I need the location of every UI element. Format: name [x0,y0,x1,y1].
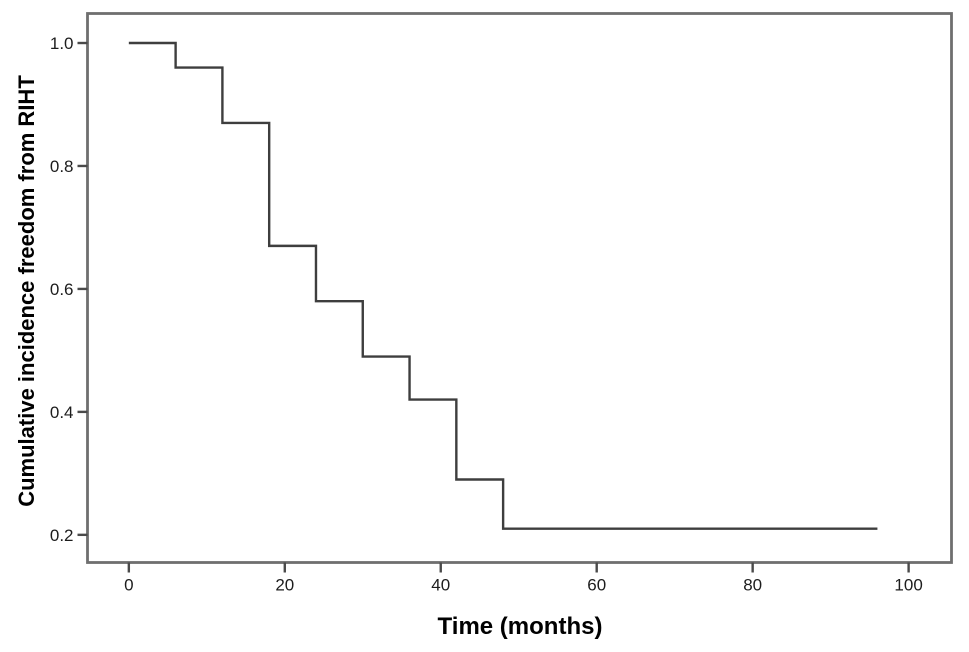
y-tick-label: 0.4 [50,403,74,422]
x-axis-title: Time (months) [438,613,603,640]
y-tick-label: 0.2 [50,526,74,545]
y-axis-ticks: 1.0 0.8 0.6 0.4 0.2 [50,34,88,545]
survival-curve [128,41,878,530]
plot-frame [86,12,953,564]
y-tick-label: 1.0 [50,34,74,53]
y-tick-label: 0.8 [50,157,74,176]
x-axis-ticks: 0 20 40 60 80 100 [124,562,923,595]
x-tick-label: 80 [743,576,762,595]
x-tick-label: 20 [275,576,294,595]
x-tick-label: 40 [431,576,450,595]
x-tick-label: 60 [587,576,606,595]
y-axis-title: Cumulative incidence freedom from RIHT [14,75,39,507]
survival-step-line [128,41,878,530]
x-tick-label: 0 [124,576,133,595]
y-tick-label: 0.6 [50,280,74,299]
x-tick-label: 100 [894,576,922,595]
